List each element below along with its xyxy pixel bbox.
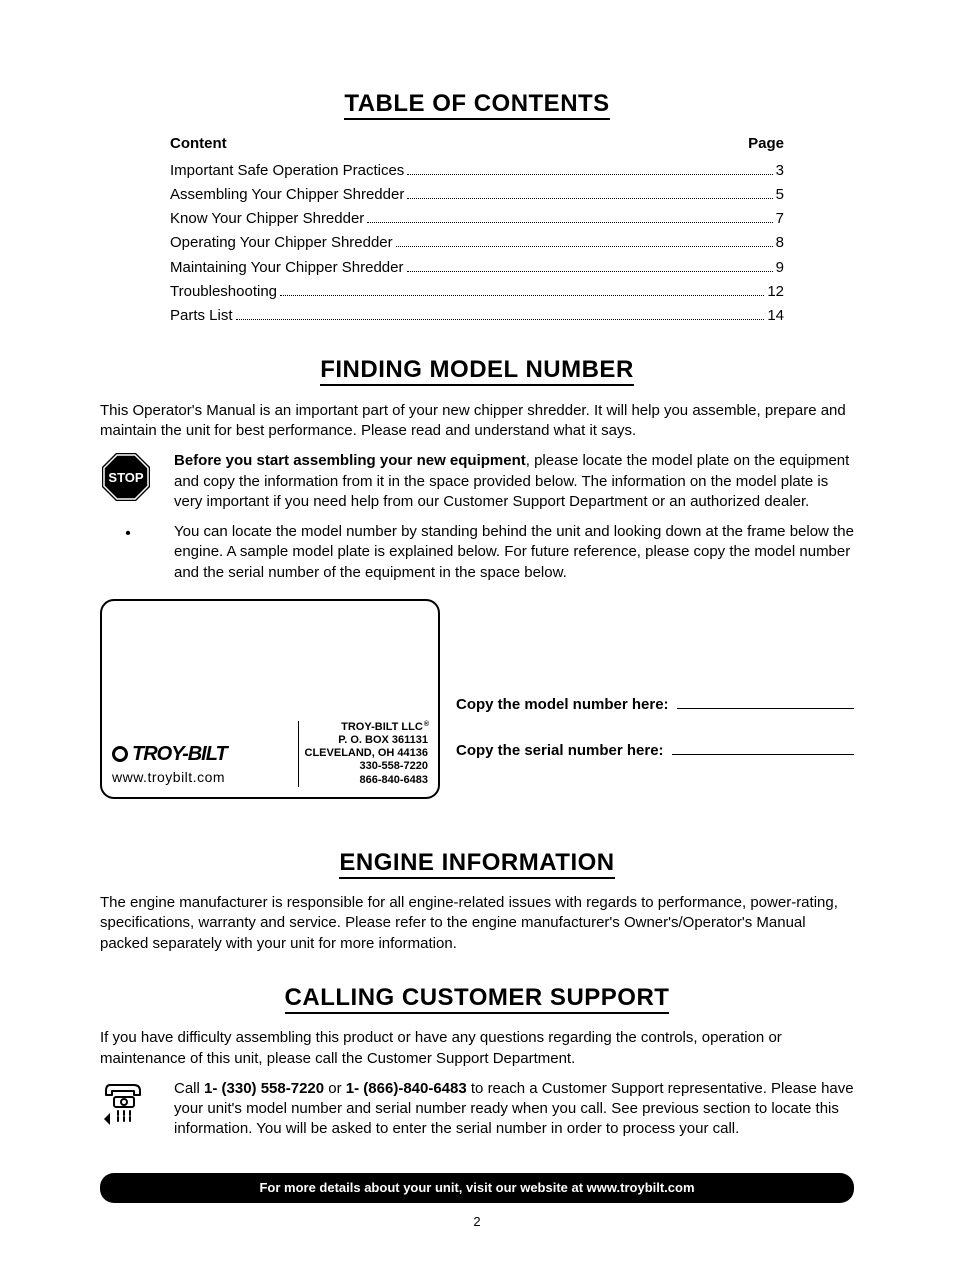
stop-text: Before you start assembling your new equ… <box>174 451 854 512</box>
brand-logo: TROY-BILT <box>112 741 290 768</box>
support-intro: If you have difficulty assembling this p… <box>100 1028 854 1069</box>
support-call-text: Call 1- (330) 558-7220 or 1- (866)-840-6… <box>174 1079 854 1140</box>
phone-icon <box>100 1079 156 1141</box>
copy-model-row: Copy the model number here: <box>456 695 854 715</box>
model-bullet: • You can locate the model number by sta… <box>100 522 854 583</box>
plate-address: TROY-BILT LLC P. O. BOX 361131 CLEVELAND… <box>298 721 428 787</box>
model-bullet-text: You can locate the model number by stand… <box>174 522 854 583</box>
toc-row: Assembling Your Chipper Shredder5 <box>170 185 784 205</box>
bullet-marker: • <box>100 522 156 583</box>
toc-row: Important Safe Operation Practices3 <box>170 161 784 181</box>
copy-serial-blank <box>672 754 854 755</box>
toc-row: Know Your Chipper Shredder7 <box>170 209 784 229</box>
stop-callout: STOP Before you start assembling your ne… <box>100 451 854 512</box>
toc-header-content: Content <box>170 134 227 154</box>
toc-row: Troubleshooting12 <box>170 282 784 302</box>
toc-heading: TABLE OF CONTENTS <box>100 88 854 120</box>
footer-bar: For more details about your unit, visit … <box>100 1173 854 1203</box>
toc-row: Maintaining Your Chipper Shredder9 <box>170 258 784 278</box>
model-intro-text: This Operator's Manual is an important p… <box>100 401 854 442</box>
svg-text:STOP: STOP <box>108 470 143 485</box>
phone-callout: Call 1- (330) 558-7220 or 1- (866)-840-6… <box>100 1079 854 1141</box>
toc-header-page: Page <box>748 134 784 154</box>
toc-row: Operating Your Chipper Shredder8 <box>170 233 784 253</box>
copy-serial-row: Copy the serial number here: <box>456 741 854 761</box>
page-number: 2 <box>100 1213 854 1231</box>
copy-model-blank <box>677 708 854 709</box>
copy-serial-label: Copy the serial number here: <box>456 741 664 761</box>
model-plate: TROY-BILT www.troybilt.com TROY-BILT LLC… <box>100 599 440 799</box>
copy-model-label: Copy the model number here: <box>456 695 669 715</box>
stop-icon: STOP <box>100 451 156 509</box>
engine-text: The engine manufacturer is responsible f… <box>100 893 854 954</box>
toc-table: Content Page Important Safe Operation Pr… <box>100 134 854 326</box>
brand-url: www.troybilt.com <box>112 768 290 787</box>
model-heading: FINDING MODEL NUMBER <box>100 354 854 386</box>
engine-heading: ENGINE INFORMATION <box>100 847 854 879</box>
toc-row: Parts List14 <box>170 306 784 326</box>
support-heading: CALLING CUSTOMER SUPPORT <box>100 982 854 1014</box>
